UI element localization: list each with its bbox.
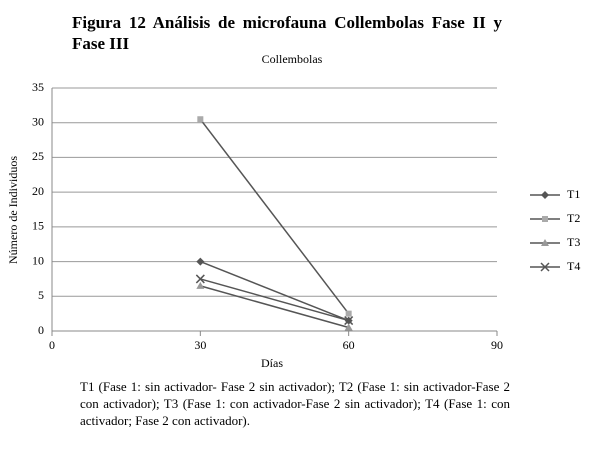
legend-label: T1: [567, 187, 580, 201]
x-axis-label: Días: [261, 356, 283, 370]
legend-marker: [541, 239, 549, 246]
y-tick-label: 0: [38, 323, 44, 337]
legend-label: T4: [567, 259, 580, 273]
legend-marker: [541, 191, 549, 199]
series-line: [199, 118, 350, 315]
series-line: [200, 285, 349, 329]
x-tick-label: 60: [343, 338, 355, 352]
y-axis-label: Número de Individuos: [6, 156, 20, 264]
x-tick-label: 0: [49, 338, 55, 352]
y-tick-label: 5: [38, 288, 44, 302]
data-point: [344, 316, 354, 326]
data-point: [196, 257, 205, 266]
legend-marker: [542, 216, 548, 222]
y-tick-label: 35: [32, 80, 44, 94]
data-point: [345, 310, 352, 317]
x-tick-label: 90: [491, 338, 503, 352]
data-point: [344, 323, 353, 331]
series-line: [200, 260, 349, 322]
data-point: [197, 116, 204, 123]
y-tick-label: 15: [32, 219, 44, 233]
x-tick-label: 30: [194, 338, 206, 352]
legend-marker: [540, 262, 550, 272]
figure-title: Figura 12 Análisis de microfauna Collemb…: [72, 13, 502, 53]
legend-label: T2: [567, 211, 580, 225]
y-tick-label: 25: [32, 149, 44, 163]
chart-title: Collembolas: [262, 52, 323, 66]
data-point: [195, 274, 205, 284]
legend-label: T3: [567, 235, 580, 249]
y-tick-label: 10: [32, 253, 44, 267]
figure-caption: T1 (Fase 1: sin activador- Fase 2 sin ac…: [80, 379, 510, 428]
data-point: [196, 281, 205, 289]
series-line: [200, 278, 349, 322]
y-tick-label: 30: [32, 114, 44, 128]
y-tick-label: 20: [32, 184, 44, 198]
